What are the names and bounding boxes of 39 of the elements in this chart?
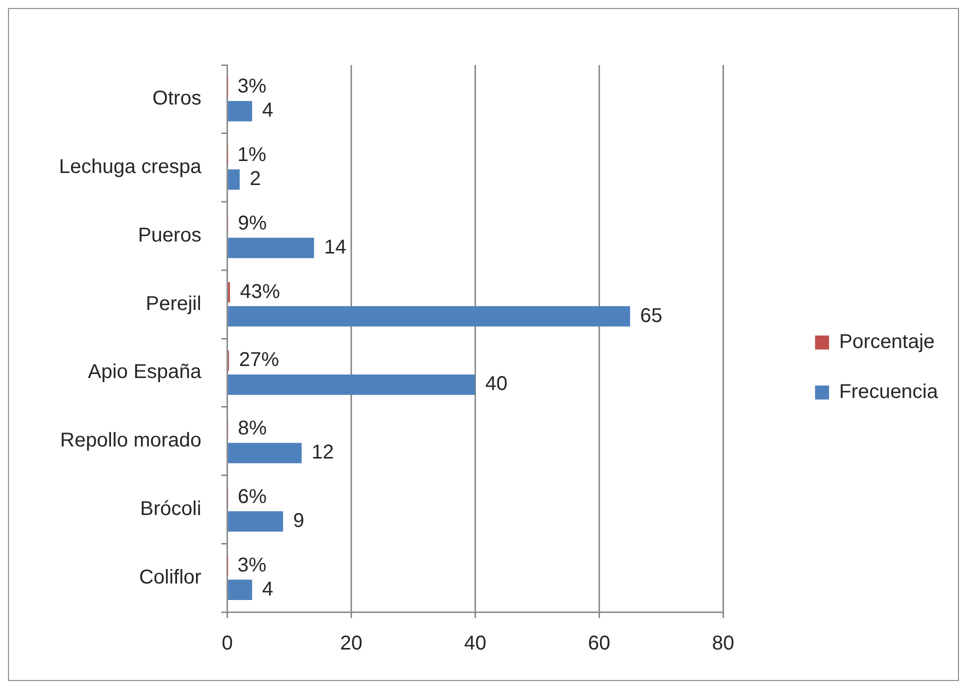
data-label: 2 bbox=[250, 168, 261, 190]
bar bbox=[228, 306, 630, 326]
data-label: 4 bbox=[262, 100, 274, 122]
legend-label: Frecuencia bbox=[839, 381, 939, 404]
data-label: 4 bbox=[262, 578, 274, 600]
data-label: 40 bbox=[485, 373, 508, 396]
data-label: 8% bbox=[238, 418, 267, 440]
data-label: 12 bbox=[312, 442, 334, 464]
legend-label: Porcentaje bbox=[839, 331, 935, 354]
bar bbox=[228, 511, 284, 532]
bar bbox=[228, 100, 252, 122]
data-label: 6% bbox=[238, 486, 267, 508]
x-tick-label: 40 bbox=[464, 632, 486, 655]
data-label: 14 bbox=[324, 236, 346, 258]
bar bbox=[228, 169, 240, 190]
data-label: 1% bbox=[237, 144, 267, 166]
y-tick-label: Brócoli bbox=[140, 498, 202, 520]
x-tick-label: 0 bbox=[222, 632, 233, 655]
data-label: 27% bbox=[238, 349, 280, 372]
y-tick-label: Apio España bbox=[88, 361, 202, 384]
bar bbox=[228, 374, 476, 395]
data-label: 9 bbox=[293, 510, 304, 532]
data-label: 43% bbox=[240, 280, 280, 303]
bar bbox=[228, 238, 314, 258]
bar bbox=[228, 442, 302, 464]
y-tick-label: Coliflor bbox=[139, 566, 202, 588]
data-label: 3% bbox=[238, 554, 267, 576]
y-tick-label: Pueros bbox=[138, 224, 202, 246]
x-tick-label: 60 bbox=[588, 632, 610, 655]
y-tick-label: Otros bbox=[152, 88, 202, 110]
data-label: 3% bbox=[238, 76, 267, 98]
y-tick-label: Repollo morado bbox=[60, 430, 202, 452]
data-label: 9% bbox=[238, 212, 268, 234]
bar bbox=[228, 580, 252, 600]
x-tick-label: 80 bbox=[712, 632, 734, 655]
y-tick-label: Perejil bbox=[146, 292, 202, 315]
x-tick-label: 20 bbox=[340, 632, 362, 655]
y-tick-label: Lechuga crespa bbox=[58, 156, 202, 178]
data-label: 65 bbox=[640, 304, 662, 327]
